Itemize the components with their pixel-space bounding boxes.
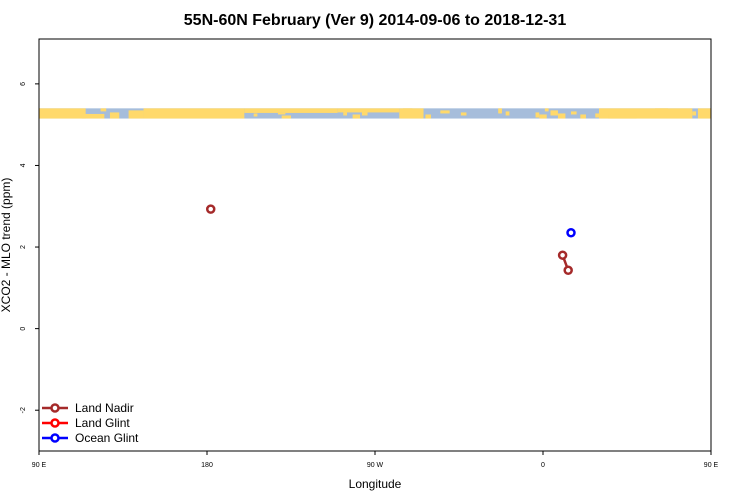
land-patch xyxy=(253,113,258,117)
land-patch xyxy=(599,108,693,119)
land-patch xyxy=(460,112,467,116)
land-patch xyxy=(505,111,510,116)
y-tick-label: 4 xyxy=(20,163,27,167)
data-point xyxy=(205,204,216,214)
legend-marker xyxy=(50,418,60,428)
land-patch xyxy=(343,111,347,116)
land-patch xyxy=(498,108,502,114)
data-point xyxy=(563,265,573,276)
data-point xyxy=(557,250,568,260)
land-patch xyxy=(539,114,547,119)
land-patch xyxy=(655,108,669,111)
land-patch xyxy=(143,108,245,119)
land-patch xyxy=(352,114,361,119)
y-tick-label: -2 xyxy=(20,407,27,413)
x-tick-label: 0 xyxy=(541,462,545,469)
data-point xyxy=(566,228,576,238)
land-patch xyxy=(244,108,338,113)
land-patch xyxy=(557,113,566,119)
land-patch xyxy=(403,108,413,110)
x-tick-label: 90 W xyxy=(367,462,384,469)
land-patch xyxy=(128,110,144,119)
land-patch xyxy=(544,108,549,112)
land-patch xyxy=(277,112,286,115)
land-patch xyxy=(697,108,711,119)
legend-marker xyxy=(50,403,60,413)
y-tick-label: 0 xyxy=(20,327,27,331)
x-tick-label: 90 E xyxy=(32,462,47,469)
x-tick-label: 90 E xyxy=(704,462,719,469)
x-axis-label: Longitude xyxy=(349,477,402,491)
land-patch xyxy=(81,113,105,119)
land-ocean-strip xyxy=(39,108,711,119)
ocean-band xyxy=(39,108,711,119)
land-patch xyxy=(39,108,86,119)
land-patch xyxy=(440,110,450,114)
land-patch xyxy=(571,111,577,115)
land-patch xyxy=(425,114,431,119)
y-tick-label: 2 xyxy=(20,245,27,249)
legend-marker xyxy=(50,433,60,443)
plot-frame xyxy=(38,38,712,452)
land-patch xyxy=(595,113,599,118)
land-patch xyxy=(535,112,540,118)
land-patch xyxy=(550,110,558,116)
y-tick-label: 6 xyxy=(20,82,27,86)
land-patch xyxy=(361,111,368,116)
land-patch xyxy=(692,111,697,116)
chart-title: 55N-60N February (Ver 9) 2014-09-06 to 2… xyxy=(184,12,567,29)
land-patch xyxy=(399,108,424,119)
x-tick-label: 180 xyxy=(201,462,213,469)
legend-label: Ocean Glint xyxy=(75,431,139,445)
legend-label: Land Glint xyxy=(75,416,130,430)
land-patch xyxy=(100,108,107,112)
y-axis-label: XCO2 - MLO trend (ppm) xyxy=(0,178,13,313)
land-patch xyxy=(337,108,400,113)
land-patch xyxy=(281,115,291,119)
land-patch xyxy=(109,112,120,119)
land-patch xyxy=(608,114,637,119)
axes: 90 E 180 90 W 0 90 E -2 0 2 4 6 xyxy=(20,82,719,469)
data-series xyxy=(205,204,576,276)
legend-label: Land Nadir xyxy=(75,401,134,415)
land-patch xyxy=(580,114,586,119)
